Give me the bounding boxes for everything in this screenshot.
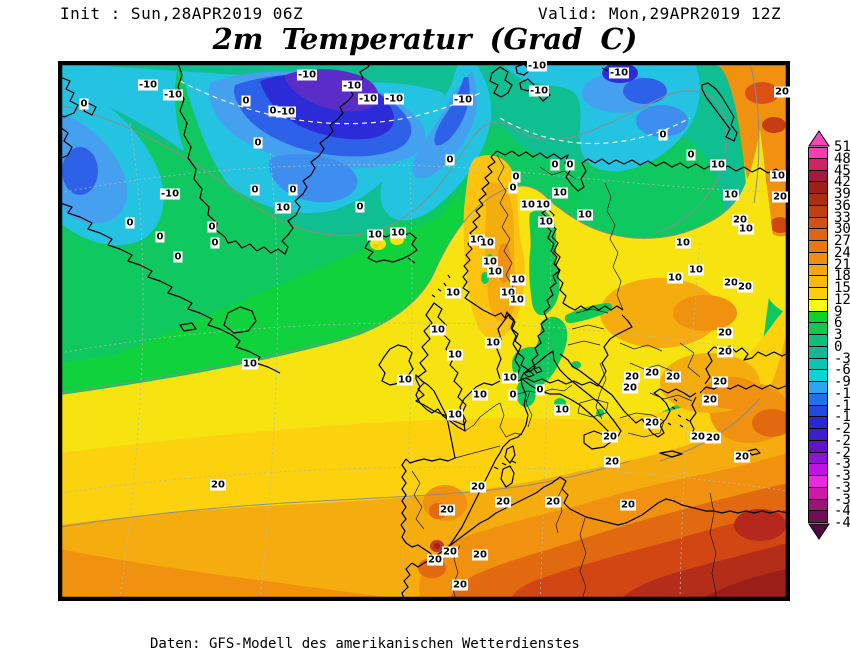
colorbar-value: -18 bbox=[834, 409, 850, 426]
colorbar-value: 9 bbox=[834, 303, 843, 320]
colorbar-value: -42 bbox=[834, 503, 850, 520]
graticule bbox=[60, 122, 788, 599]
colorbar-value: 12 bbox=[834, 291, 850, 308]
data-credits: Daten: GFS-Modell des amerikanischen Wet… bbox=[150, 602, 580, 657]
colorbar-segment bbox=[808, 370, 828, 382]
map-border bbox=[60, 63, 788, 599]
colorbar-segment bbox=[808, 311, 828, 324]
colorbar-value: -33 bbox=[834, 468, 850, 484]
colorbar-value: -36 bbox=[834, 479, 850, 496]
colorbar-segment bbox=[808, 452, 828, 465]
colorbar-segment bbox=[808, 323, 828, 335]
colorbar-segment bbox=[808, 499, 828, 512]
colorbar-segment bbox=[808, 158, 828, 171]
country-borders bbox=[411, 154, 717, 599]
colorbar-value: -27 bbox=[834, 444, 850, 461]
colorbar-segment bbox=[808, 382, 828, 394]
colorbar-segment bbox=[808, 405, 828, 418]
colorbar-value: 42 bbox=[834, 174, 850, 191]
colorbar-value: -39 bbox=[834, 491, 850, 508]
colorbar-segment bbox=[808, 264, 828, 277]
europe-temperature-map bbox=[60, 63, 788, 599]
colorbar-value: 36 bbox=[834, 197, 850, 214]
temperature-fill-layer bbox=[60, 63, 788, 599]
colorbar-segment bbox=[808, 393, 828, 406]
colorbar-segment bbox=[808, 276, 828, 288]
colorbar-segment bbox=[808, 252, 828, 265]
colorbar-segment bbox=[808, 217, 828, 230]
colorbar-value: 3 bbox=[834, 327, 843, 343]
temperature-colorbar: 51 48 45 42 39 36 33 30 27 24 21 18 15 12 9 6 3 0 -3 -6 -9 -1… bbox=[808, 130, 850, 542]
colorbar-value: -45 bbox=[834, 515, 850, 531]
map-title: 2m Temperatur (Grad C) bbox=[212, 22, 638, 56]
colorbar-segment bbox=[808, 147, 828, 159]
colorbar-segment bbox=[808, 429, 828, 441]
colorbar-value: 18 bbox=[834, 268, 850, 285]
colorbar-value: -3 bbox=[834, 350, 850, 367]
colorbar-segment bbox=[808, 194, 828, 206]
colorbar-segment bbox=[808, 299, 828, 312]
colorbar-value: 15 bbox=[834, 280, 850, 296]
colorbar-value: 48 bbox=[834, 150, 850, 167]
colorbar-segment bbox=[808, 417, 828, 429]
colorbar-value: 45 bbox=[834, 162, 850, 179]
credit-line-1: Daten: GFS-Modell des amerikanischen Wet… bbox=[150, 636, 580, 652]
colorbar-value: 24 bbox=[834, 244, 850, 261]
colorbar-segment bbox=[808, 511, 828, 523]
colorbar-segment bbox=[808, 346, 828, 359]
colorbar-value: -6 bbox=[834, 362, 850, 379]
colorbar-value: 51 bbox=[834, 139, 850, 155]
colorbar-value: -30 bbox=[834, 456, 850, 473]
map-area: -10 -10 -10 -10 -10 -10 -10 -10 -10 -10 -10 -10 0 0 0 0… bbox=[58, 60, 790, 601]
colorbar-value: 21 bbox=[834, 256, 850, 273]
colorbar-value: -12 bbox=[834, 385, 850, 402]
colorbar-segment bbox=[808, 440, 828, 453]
colorbar-segment bbox=[808, 205, 828, 218]
init-time-label: Init : Sun,28APR2019 06Z bbox=[60, 4, 304, 23]
colorbar-segment bbox=[808, 335, 828, 347]
colorbar-segment bbox=[808, 288, 828, 300]
colorbar-segment bbox=[808, 182, 828, 194]
colorbar-segment bbox=[808, 241, 828, 253]
colorbar-value: 6 bbox=[834, 315, 843, 332]
colorbar-segment bbox=[808, 229, 828, 241]
colorbar-segment bbox=[808, 476, 828, 488]
colorbar-value: -9 bbox=[834, 374, 850, 390]
valid-time-label: Valid: Mon,29APR2019 12Z bbox=[538, 4, 782, 23]
colorbar-value: -21 bbox=[834, 421, 850, 437]
colorbar-value: 39 bbox=[834, 186, 850, 202]
colorbar-value: -24 bbox=[834, 432, 850, 449]
colorbar-value: 33 bbox=[834, 209, 850, 226]
colorbar-segment bbox=[808, 487, 828, 500]
colorbar-value: 30 bbox=[834, 221, 850, 238]
colorbar-value: 0 bbox=[834, 338, 843, 355]
colorbar-value: -15 bbox=[834, 397, 850, 414]
colorbar-value: 27 bbox=[834, 233, 850, 249]
colorbar-segment bbox=[808, 358, 828, 371]
colorbar-segment bbox=[808, 464, 828, 476]
colorbar-segment bbox=[808, 170, 828, 183]
arctic-dashed-lines bbox=[179, 80, 691, 145]
